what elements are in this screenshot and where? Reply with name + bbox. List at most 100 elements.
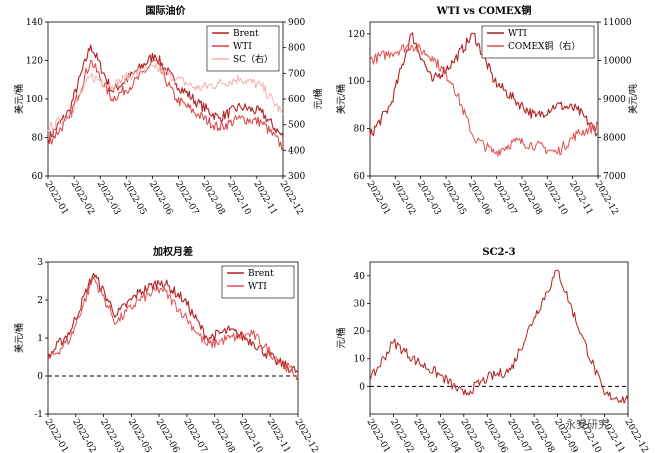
- legend-label: Brent: [233, 29, 259, 39]
- x-tick-label: 2022-08: [516, 180, 543, 218]
- x-tick-label: 2022-04: [435, 418, 462, 453]
- chart-title: 国际油价: [146, 4, 187, 17]
- y-tick-label: 3: [37, 258, 43, 268]
- x-tick-label: 2022-11: [265, 418, 292, 453]
- x-tick-label: 2022-08: [529, 418, 556, 453]
- legend-label: SC（右）: [233, 53, 273, 65]
- x-tick-label: 2022-12: [277, 180, 304, 217]
- series-line-1: [369, 269, 629, 404]
- legend: Brent WTI: [221, 265, 295, 299]
- plot-frame: [369, 261, 629, 415]
- x-tick-label: 2022-02: [69, 180, 96, 217]
- chart-panel-1: 国际油价 60 80 100 120 140 美元/桶 300 400 500 600 700 800 9…: [13, 4, 324, 217]
- chart-title: SC2-3: [482, 247, 515, 258]
- y-tick-label: 80: [32, 134, 44, 144]
- y2-tick-label: 9000: [603, 95, 626, 105]
- x-tick-label: 2022-01: [364, 180, 391, 217]
- chart-panel-2: WTI vs COMEX铜 60 80 100 120 美元/桶 7000 8000 9000 1…: [335, 4, 639, 217]
- y2-tick-label: 11000: [603, 18, 632, 28]
- y2-tick-label: 700: [288, 69, 305, 79]
- x-tick-label: 2022-01: [42, 418, 69, 453]
- y-axis-label: 美元/桶: [13, 323, 25, 353]
- legend-label: Brent: [248, 269, 274, 279]
- x-tick-label: 2022-03: [415, 180, 442, 218]
- x-tick-label: 2022-02: [388, 418, 415, 453]
- y2-tick-label: 400: [288, 146, 305, 156]
- x-tick-label: 2022-12: [622, 418, 649, 453]
- series-line-2: [47, 59, 284, 150]
- x-tick-label: 2022-11: [251, 180, 278, 217]
- chart-title: WTI vs COMEX铜: [436, 4, 532, 17]
- y-axis-label: 元/桶: [335, 327, 347, 348]
- x-tick-label: 2022-03: [411, 418, 438, 453]
- x-tick-label: 2022-12: [592, 180, 619, 217]
- x-tick-label: 2022-11: [567, 180, 594, 217]
- x-tick-label: 2022-02: [70, 418, 97, 453]
- x-tick-label: 2022-05: [121, 180, 148, 218]
- x-tick-label: 2022-06: [482, 418, 509, 453]
- x-tick-label: 2022-10: [237, 418, 264, 453]
- y-axis-label: 美元/桶: [13, 84, 25, 114]
- x-tick-label: 2022-01: [42, 180, 69, 217]
- y2-tick-label: 7000: [603, 172, 626, 182]
- y-tick-label: 120: [348, 30, 365, 40]
- x-tick-label: 2022-12: [292, 418, 319, 453]
- x-tick-label: 2022-07: [491, 180, 518, 218]
- legend-label: COMEX铜（右）: [508, 40, 580, 52]
- x-tick-label: 2022-10: [225, 180, 252, 218]
- y-tick-label: 100: [26, 95, 43, 105]
- x-tick-label: 2022-05: [126, 418, 153, 453]
- series-line-2: [47, 276, 299, 381]
- x-tick-label: 2022-06: [147, 180, 174, 218]
- x-tick-label: 2022-10: [542, 180, 569, 218]
- y-tick-label: 40: [354, 272, 366, 282]
- x-tick-label: 2022-01: [364, 418, 391, 453]
- x-tick-label: 2022-05: [440, 180, 467, 218]
- legend-label: WTI: [233, 42, 252, 52]
- y2-tick-label: 8000: [603, 134, 626, 144]
- legend-label: WTI: [508, 29, 527, 39]
- y-tick-label: 2: [37, 296, 43, 306]
- x-tick-label: 2022-03: [95, 180, 122, 218]
- x-tick-label: 2022-03: [98, 418, 125, 453]
- y-tick-label: 1: [37, 334, 43, 344]
- series-line-1: [47, 44, 284, 144]
- x-tick-label: 2022-07: [173, 180, 200, 218]
- x-tick-label: 2022-07: [181, 418, 208, 453]
- y2-axis-label: 美元/吨: [627, 84, 639, 114]
- legend-box: [221, 265, 295, 299]
- y2-tick-label: 300: [288, 172, 305, 182]
- y-tick-label: 30: [354, 299, 366, 309]
- legend-label: WTI: [248, 282, 267, 292]
- watermark: 永安研究: [565, 418, 609, 431]
- x-tick-label: 2022-06: [466, 180, 493, 218]
- y-tick-label: 0: [359, 382, 365, 392]
- y-tick-label: 0: [37, 372, 43, 382]
- y2-tick-label: 800: [288, 44, 305, 54]
- y-tick-label: -1: [34, 410, 43, 420]
- series-line-2: [369, 43, 599, 157]
- y2-tick-label: 500: [288, 121, 305, 131]
- y-tick-label: 80: [354, 125, 366, 135]
- x-tick-label: 2022-02: [390, 180, 417, 217]
- y2-tick-label: 600: [288, 95, 305, 105]
- y-tick-label: 20: [354, 327, 366, 337]
- x-tick-label: 2022-05: [458, 418, 485, 453]
- y-tick-label: 60: [32, 172, 44, 182]
- y-tick-label: 120: [26, 57, 43, 67]
- y2-axis-label: 元/桶: [312, 88, 324, 109]
- y-tick-label: 140: [26, 18, 43, 28]
- y2-tick-label: 900: [288, 18, 305, 28]
- chart-title: 加权月差: [152, 245, 193, 258]
- legend-box: [481, 25, 595, 59]
- x-tick-label: 2022-08: [209, 418, 236, 453]
- y-tick-label: 60: [354, 172, 366, 182]
- series-line-3: [47, 63, 284, 134]
- y-tick-label: 100: [348, 77, 365, 87]
- x-tick-label: 2022-07: [505, 418, 532, 453]
- y2-tick-label: 10000: [603, 57, 632, 67]
